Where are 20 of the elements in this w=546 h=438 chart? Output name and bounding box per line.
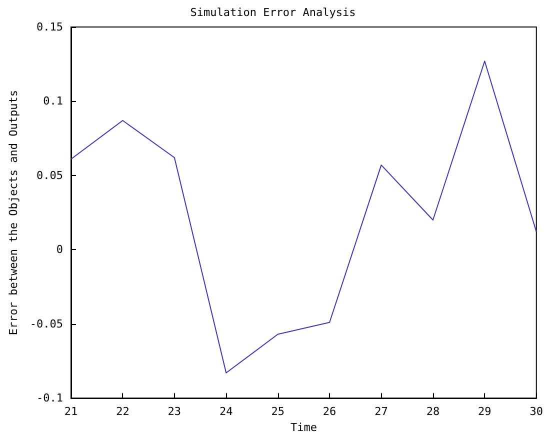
x-tick-label: 23 [168, 405, 182, 418]
x-tick-label: 24 [220, 405, 234, 418]
y-tick-label: 0.05 [36, 168, 64, 182]
y-axis-title: Error between the Objects and Outputs [7, 90, 20, 336]
x-tick-label: 22 [116, 405, 130, 418]
y-tick-label: 0.15 [36, 20, 64, 34]
x-tick-label: 27 [374, 405, 388, 418]
x-tick-label: 25 [271, 405, 284, 418]
x-tick-label: 28 [426, 405, 440, 418]
y-tick-label: 0 [56, 243, 64, 256]
x-axis-title: Time [290, 421, 317, 434]
x-tick-label: 30 [530, 405, 543, 418]
y-tick-label: -0.05 [30, 317, 64, 330]
x-tick-label: 26 [322, 405, 336, 418]
y-tick-label: -0.1 [36, 392, 64, 405]
x-tick-label: 29 [478, 405, 492, 418]
y-tick-label: 0.1 [43, 94, 64, 108]
x-tick-label: 21 [64, 405, 78, 418]
chart-title: Simulation Error Analysis [190, 6, 356, 19]
line-series [70, 60, 537, 374]
